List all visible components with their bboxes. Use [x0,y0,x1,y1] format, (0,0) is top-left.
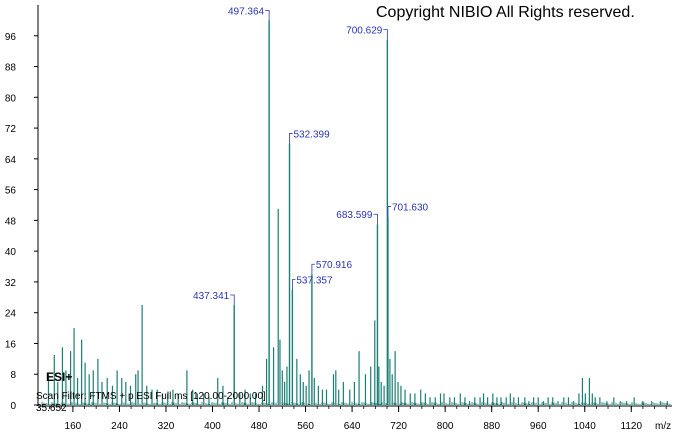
x-tick-label: 720 [390,421,407,432]
peak-label: 532.399 [294,129,331,140]
peak-label-connector [311,263,315,275]
x-axis-label: m/z [655,421,672,432]
y-tick-label: 72 [5,124,17,135]
peak-labels-layer: 437.341 497.364 532.399 537.357 570.916 683.5… [193,6,429,305]
y-tick-label: 48 [5,216,17,227]
peak-label: 437.341 [193,291,230,302]
x-tick-label: 640 [344,421,361,432]
scan-filter-text: Scan Filter: FTMS + p ESI Full ms [120.0… [36,391,266,402]
peak-label-connector [265,9,270,21]
ionization-mode-label: ESI+ [46,370,73,384]
peak-label: 683.599 [336,210,373,221]
peak-label-connector [383,29,388,40]
x-tick-label: 800 [437,421,454,432]
x-tick-label: 400 [204,421,221,432]
peak-label-connector [373,213,378,225]
x-tick-label: 1120 [621,421,643,432]
x-tick-label: 960 [530,421,547,432]
y-tick-label: 24 [5,309,17,320]
y-tick-label: 56 [5,186,17,197]
peak-label: 701.630 [392,203,429,214]
axes-layer: 0 8 16 24 32 40 48 56 64 72 80 88 96 160 240 320 400 480 5… [5,5,672,432]
y-tick-label: 40 [5,247,17,258]
peak-label-connector [291,279,296,290]
x-tick-label: 320 [158,421,175,432]
x-tick-label: 160 [65,421,82,432]
y-tick-label: 80 [5,93,17,104]
y-tick-label: 16 [5,339,17,350]
y-tick-label: 32 [5,278,17,289]
peak-label: 497.364 [228,6,265,17]
y-tick-label: 0 [10,401,16,412]
retention-time-value: 35.652 [36,403,67,414]
x-tick-label: 880 [483,421,500,432]
x-tick-label: 240 [111,421,128,432]
x-tick-label: 560 [297,421,314,432]
y-tick-label: 96 [5,32,17,43]
peak-label-connector [230,294,235,305]
y-tick-label: 8 [10,370,16,381]
x-tick-label: 1040 [574,421,597,432]
y-tick-label: 88 [5,63,17,74]
peak-label: 700.629 [346,26,383,37]
peak-label: 537.357 [296,276,333,287]
peaks-layer [39,20,671,405]
y-tick-label: 64 [5,155,17,166]
peak-label: 570.916 [316,260,353,271]
peak-label-connector [387,206,391,217]
copyright-notice: Copyright NIBIO All Rights reserved. [376,4,635,21]
x-tick-label: 480 [251,421,268,432]
peak-label-connector [289,133,293,144]
